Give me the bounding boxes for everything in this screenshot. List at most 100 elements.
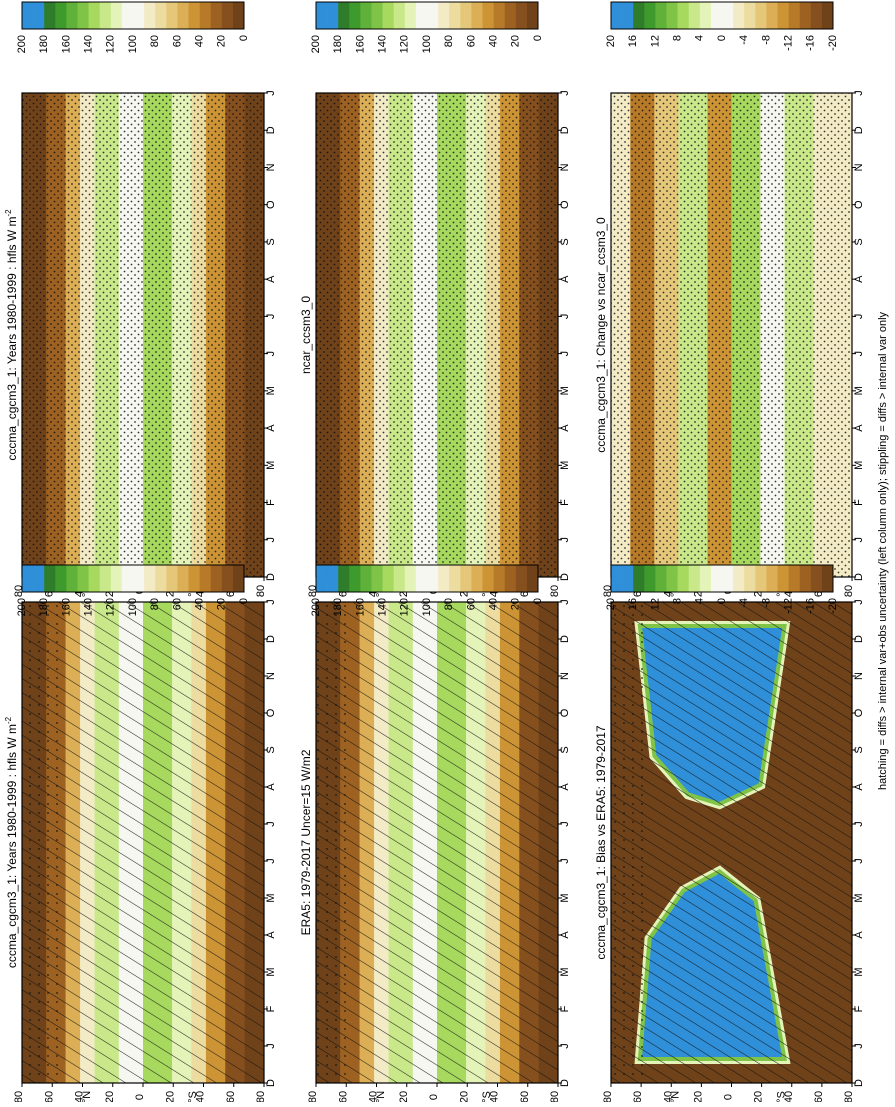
- colorbar-swatch: [677, 565, 689, 592]
- hatching-overlay: [316, 602, 558, 1083]
- colorbar-swatch: [22, 2, 34, 29]
- month-tick-label: J: [853, 1043, 865, 1049]
- colorbar-tick-label: 0: [238, 598, 250, 604]
- colorbar-swatch: [133, 2, 145, 29]
- colorbar-swatch: [177, 565, 189, 592]
- month-tick-label: F: [265, 1005, 277, 1012]
- colorbar-swatch: [166, 2, 178, 29]
- colorbar-tick-label: 120: [399, 598, 411, 616]
- colorbar-right-top: 200 180 160 140 120 100 80 60 40 20 0: [16, 1, 250, 53]
- month-tick-label: M: [559, 893, 571, 902]
- lat-tick-label: 80: [843, 585, 855, 597]
- month-tick-label: M: [853, 386, 865, 395]
- panel-title: cccma_cgcm3_1: Years 1980-1999 : hfls W …: [4, 209, 19, 461]
- month-tick-label: N: [265, 163, 277, 171]
- colorbar-swatch: [733, 565, 745, 592]
- colorbar-left-bottom: 20 16 12 8 4 0 -4 -8 -12 -16 -20: [605, 564, 839, 614]
- colorbar-swatch: [677, 2, 689, 29]
- lat-south-label: °S: [481, 1091, 493, 1102]
- colorbar-tick-label: 160: [354, 35, 366, 53]
- colorbar-swatch: [382, 2, 394, 29]
- month-tick-label: M: [559, 967, 571, 976]
- month-tick-label: N: [853, 672, 865, 680]
- month-tick-label: S: [265, 238, 277, 245]
- colorbar-swatch: [210, 565, 223, 592]
- colorbar-swatch: [382, 565, 394, 592]
- month-tick-label: F: [559, 499, 571, 506]
- colorbar-swatch: [404, 565, 417, 592]
- colorbar-swatch: [188, 2, 200, 29]
- colorbar-swatch: [393, 565, 406, 592]
- month-tick-label: J: [853, 537, 865, 543]
- colorbar-swatch: [821, 565, 834, 592]
- month-tick-label: J: [265, 537, 277, 543]
- colorbar-tick-label: 4: [694, 35, 706, 41]
- month-tick-label: J: [265, 351, 277, 357]
- colorbar-swatch: [688, 2, 701, 29]
- colorbar-tick-label: -12: [783, 35, 795, 51]
- colorbar-swatch: [766, 565, 778, 592]
- month-tick-label: J: [559, 351, 571, 357]
- month-tick-label: A: [265, 783, 277, 791]
- colorbar-swatch: [155, 2, 167, 29]
- colorbar-swatch: [515, 565, 528, 592]
- month-tick-label: A: [559, 783, 571, 791]
- month-tick-label: A: [265, 424, 277, 432]
- colorbar-swatch: [821, 2, 834, 29]
- panel-right-top: DJFMAMJJASONDJ80604020020406080°N°Scccma…: [4, 90, 277, 597]
- colorbar-swatch: [449, 2, 461, 29]
- month-tick-label: S: [559, 746, 571, 753]
- colorbar-swatch: [526, 565, 539, 592]
- colorbar-tick-label: 20: [216, 35, 228, 47]
- stippling-overlay: [611, 93, 852, 577]
- lat-tick-label: 20: [692, 1091, 704, 1102]
- colorbar-swatch: [232, 565, 245, 592]
- lat-tick-label: 40: [368, 1091, 380, 1102]
- month-tick-label: J: [265, 599, 277, 605]
- colorbar-left-middle: 200 180 160 140 120 100 80 60 40 20 0: [310, 564, 544, 616]
- stippling-overlay: [316, 93, 558, 577]
- lat-tick-label: 20: [458, 1091, 470, 1102]
- lat-tick-label: 80: [255, 585, 267, 597]
- month-tick-label: O: [559, 200, 571, 209]
- colorbar-swatch: [622, 565, 634, 592]
- colorbar-swatch: [22, 565, 34, 592]
- colorbar-swatch: [777, 2, 789, 29]
- lat-tick-label: 20: [164, 1091, 176, 1102]
- colorbar-tick-label: 120: [105, 35, 117, 53]
- colorbar-tick-label: 40: [194, 35, 206, 47]
- lat-north-label: °N: [375, 1091, 387, 1102]
- lat-tick-label: 80: [307, 1091, 319, 1102]
- colorbar-tick-label: 120: [399, 35, 411, 53]
- colorbar-swatch: [471, 565, 483, 592]
- colorbar-tick-label: 200: [310, 598, 322, 616]
- colorbar-swatch: [722, 2, 734, 29]
- stippling-overlay: [316, 602, 353, 1083]
- panel-title: cccma_cgcm3_1: Change vs ncar_ccsm3_0: [594, 217, 608, 453]
- colorbar-tick-label: 16: [627, 35, 639, 47]
- lat-tick-label: 60: [632, 1091, 644, 1102]
- colorbar-tick-label: 12: [649, 598, 661, 610]
- colorbar-tick-label: -4: [738, 35, 750, 45]
- colorbar-swatch: [316, 2, 328, 29]
- month-tick-label: O: [559, 708, 571, 717]
- colorbar-swatch: [755, 2, 767, 29]
- month-tick-label: A: [853, 424, 865, 432]
- colorbar-tick-label: -16: [805, 35, 817, 51]
- month-tick-label: A: [265, 275, 277, 283]
- month-tick-label: J: [559, 90, 571, 96]
- colorbar-swatch: [611, 2, 623, 29]
- lat-tick-label: 20: [104, 1091, 116, 1102]
- colorbar-tick-label: 60: [465, 35, 477, 47]
- colorbar-tick-label: 140: [83, 35, 95, 53]
- colorbar-tick-label: 160: [60, 598, 72, 616]
- colorbar-swatch: [427, 2, 439, 29]
- month-tick-label: F: [265, 499, 277, 506]
- month-tick-label: F: [559, 1005, 571, 1012]
- lat-tick-label: 80: [549, 585, 561, 597]
- colorbar-swatch: [327, 2, 339, 29]
- colorbar-tick-label: 140: [83, 598, 95, 616]
- lat-tick-label: 80: [843, 1091, 855, 1102]
